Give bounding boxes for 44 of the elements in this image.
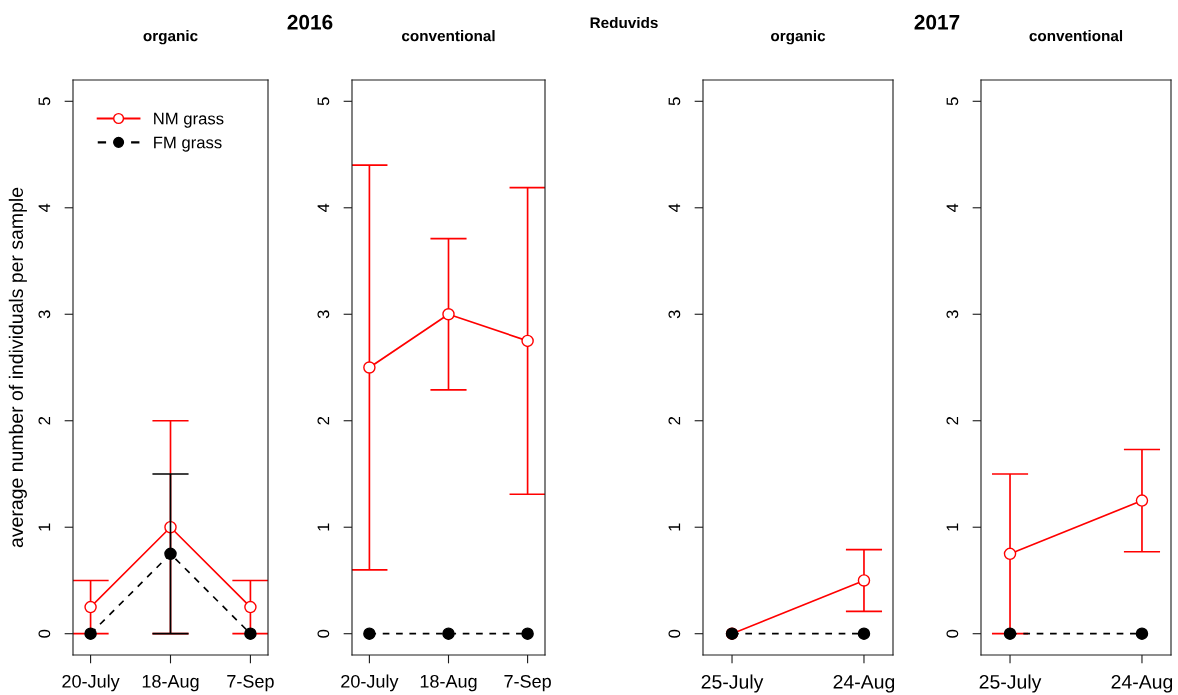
text: 2016	[287, 14, 333, 30]
x-tick-label: 24-Aug	[1111, 674, 1173, 693]
x-tick-label: 18-Aug	[142, 674, 199, 692]
y-tick-label: 5	[946, 97, 959, 106]
y-tick-label: 2	[38, 416, 51, 425]
y-tick-label: 4	[946, 203, 959, 213]
y-tick-label: 3	[38, 310, 51, 319]
y-tick-label: 3	[946, 310, 959, 319]
y-tick-label: 4	[317, 203, 330, 213]
chart-title: organic	[771, 30, 826, 45]
text: 2017	[914, 14, 960, 30]
y-tick-label: 5	[38, 97, 51, 106]
y-tick-label: 0	[668, 629, 681, 638]
y-tick-label: 5	[668, 97, 681, 106]
y-tick-label: 1	[38, 523, 51, 531]
x-tick-label: 25-July	[979, 674, 1042, 693]
legend-label: FM grass	[154, 136, 222, 152]
x-tick-label: 7-Sep	[227, 674, 274, 692]
x-tick-label: 24-Aug	[833, 674, 895, 693]
x-tick-label: 20-July	[62, 674, 120, 692]
legend-label: NM grass	[154, 112, 224, 128]
text: Reduvids	[590, 16, 658, 29]
y-tick-label: 2	[668, 416, 681, 425]
x-tick-label: 25-July	[701, 674, 764, 693]
chart-title: organic	[143, 30, 198, 45]
y-tick-label: 5	[317, 97, 330, 106]
y-tick-label: 0	[317, 629, 330, 638]
y-tick-label: 3	[317, 310, 330, 319]
y-tick-label: 1	[317, 523, 330, 531]
y-tick-label: 4	[668, 203, 681, 213]
y-tick-label: 1	[946, 523, 959, 531]
chart-title: conventional	[1029, 30, 1123, 42]
y-tick-label: 1	[668, 523, 681, 531]
y-tick-label: 2	[946, 416, 959, 425]
x-tick-label: 7-Sep	[504, 674, 551, 692]
y-tick-label: 0	[946, 629, 959, 638]
x-tick-label: 18-Aug	[420, 674, 477, 692]
y-tick-label: 2	[317, 416, 330, 425]
y-tick-label: 0	[38, 629, 51, 638]
y-tick-label: 3	[668, 310, 681, 319]
y-axis-title: average number of individuals per sample	[8, 187, 27, 548]
y-tick-label: 4	[38, 203, 51, 213]
chart-title: conventional	[401, 30, 495, 42]
x-tick-label: 20-July	[341, 674, 399, 692]
